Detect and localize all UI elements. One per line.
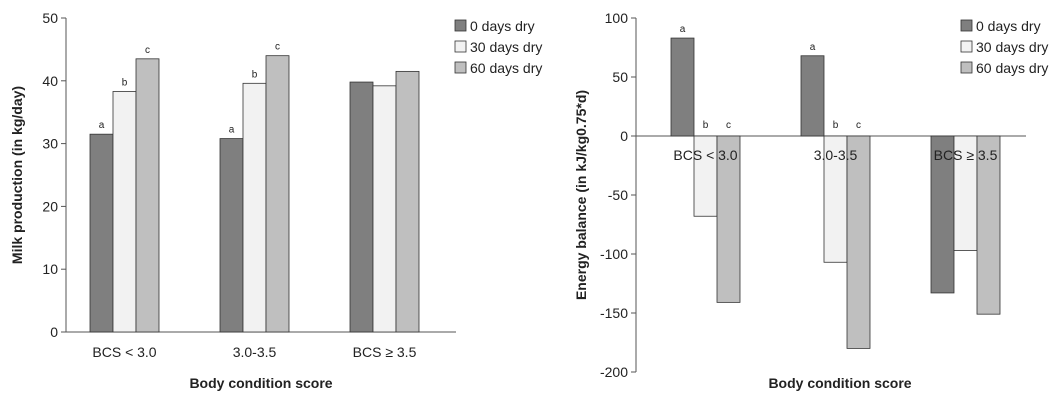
bar-0-0	[89, 133, 114, 333]
legend-label: 60 days dry	[976, 60, 1048, 76]
category-label: BCS < 3.0	[673, 147, 737, 163]
bar-0-2	[349, 81, 374, 333]
legend-label: 30 days dry	[470, 39, 542, 55]
y-tick-label: 30	[42, 136, 58, 152]
category-label: 3.0-3.5	[233, 344, 277, 360]
bar-0-0	[670, 37, 695, 137]
bar-2-1	[265, 55, 290, 333]
y-tick-label: 0	[620, 128, 628, 144]
significance-letter: c	[856, 120, 861, 131]
y-tick-label: -150	[600, 305, 628, 321]
y-tick-label: 10	[42, 261, 58, 277]
y-tick-label: 0	[50, 324, 58, 340]
legend-swatch	[454, 61, 467, 74]
bar-2-0	[716, 135, 741, 303]
significance-letter: b	[252, 69, 258, 80]
significance-letter: a	[810, 42, 816, 53]
bar-1-1	[242, 82, 267, 333]
y-tick-label: -50	[608, 187, 628, 203]
significance-letter: a	[229, 125, 235, 136]
significance-letter: c	[145, 45, 150, 56]
x-axis-title: Body condition score	[189, 375, 332, 391]
significance-letter: b	[833, 120, 839, 131]
bar-2-2	[976, 135, 1001, 315]
significance-letter: c	[275, 42, 280, 53]
bar-2-2	[395, 70, 420, 333]
significance-letter: a	[680, 24, 686, 35]
bar-2-1	[846, 135, 871, 349]
significance-letter: a	[99, 120, 105, 131]
bar-0-1	[800, 55, 825, 137]
y-tick-label: 40	[42, 73, 58, 89]
legend-swatch	[454, 19, 467, 32]
milk-production-chart: 0 10 20 30 40 50 a a b b c c BCS < 3.0 3.0-3.5 BCS ≥ 3…	[9, 10, 542, 391]
category-label: 3.0-3.5	[814, 147, 858, 163]
energy-balance-chart: -200 -150 -100 -50 0 50 100 a a b b c c BCS < 3.0 3.0-…	[573, 10, 1048, 391]
legend-swatch	[960, 61, 973, 74]
bar-2-0	[135, 58, 160, 333]
legend-swatch	[454, 40, 467, 53]
legend-swatch	[960, 40, 973, 53]
y-tick-label: -100	[600, 246, 628, 262]
significance-letter: b	[703, 120, 709, 131]
legend-swatch	[960, 19, 973, 32]
bar-1-2	[372, 85, 397, 333]
y-axis-title: Energy balance (in kJ/kg0.75*d)	[573, 90, 589, 300]
y-tick-label: 50	[612, 69, 628, 85]
category-label: BCS < 3.0	[92, 344, 156, 360]
category-label: BCS ≥ 3.5	[934, 147, 998, 163]
significance-letter: c	[726, 120, 731, 131]
legend-label: 0 days dry	[470, 18, 535, 34]
legend-label: 0 days dry	[976, 18, 1041, 34]
bar-0-1	[219, 138, 244, 333]
x-axis-title: Body condition score	[768, 375, 911, 391]
legend-label: 30 days dry	[976, 39, 1048, 55]
bar-1-0	[112, 91, 137, 333]
legend-label: 60 days dry	[470, 60, 542, 76]
y-axis-title: Milk production (in kg/day)	[9, 86, 25, 264]
y-tick-label: 50	[42, 10, 58, 26]
y-tick-label: 20	[42, 198, 58, 214]
y-tick-label: 100	[605, 10, 629, 26]
significance-letter: b	[122, 77, 128, 88]
y-tick-label: -200	[600, 364, 628, 380]
category-label: BCS ≥ 3.5	[353, 344, 417, 360]
